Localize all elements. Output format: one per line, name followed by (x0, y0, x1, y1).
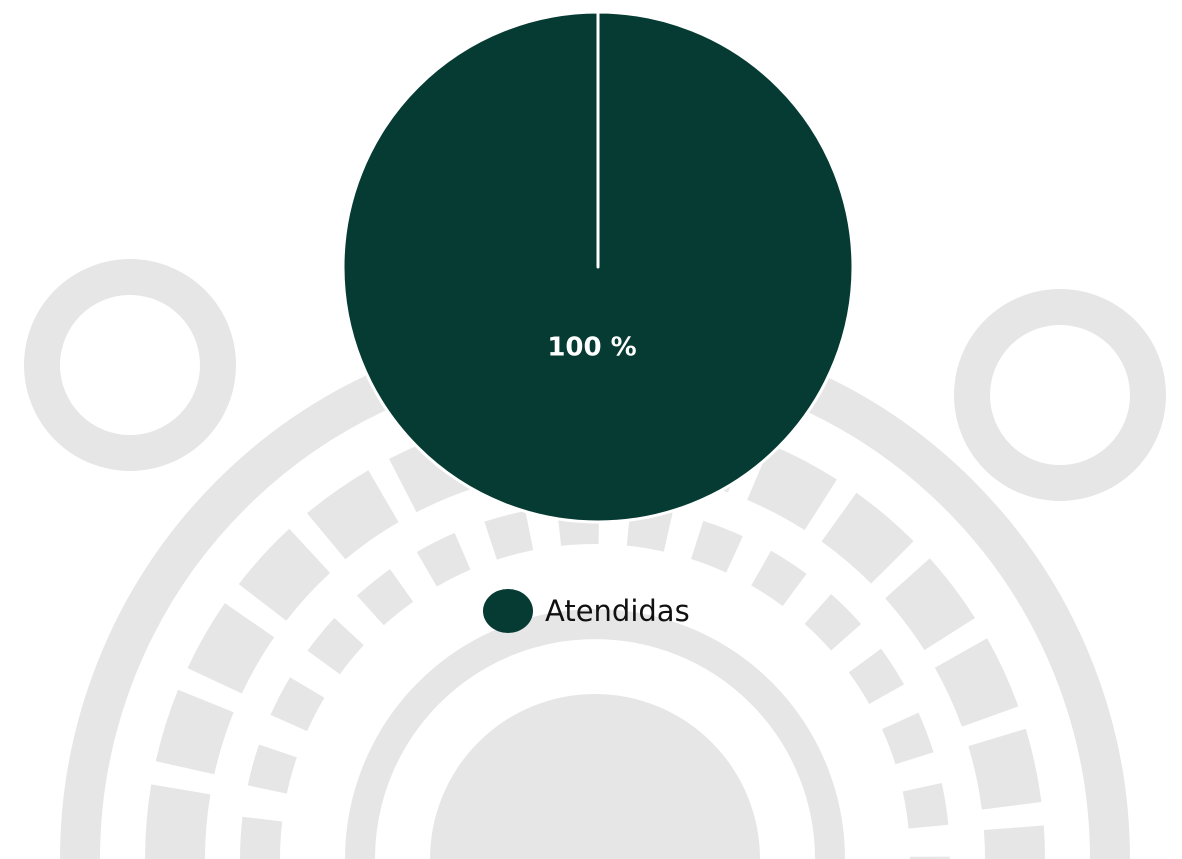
watermark-disc (430, 694, 760, 859)
pie-slice (341, 10, 855, 524)
legend-label: Atendidas (545, 594, 690, 628)
legend-swatch (483, 589, 533, 633)
data-label: 100 % (547, 333, 636, 363)
watermark-ring (954, 289, 1166, 501)
watermark-arc (240, 504, 950, 859)
watermark-arc (345, 609, 845, 859)
watermark-ring (24, 259, 236, 471)
